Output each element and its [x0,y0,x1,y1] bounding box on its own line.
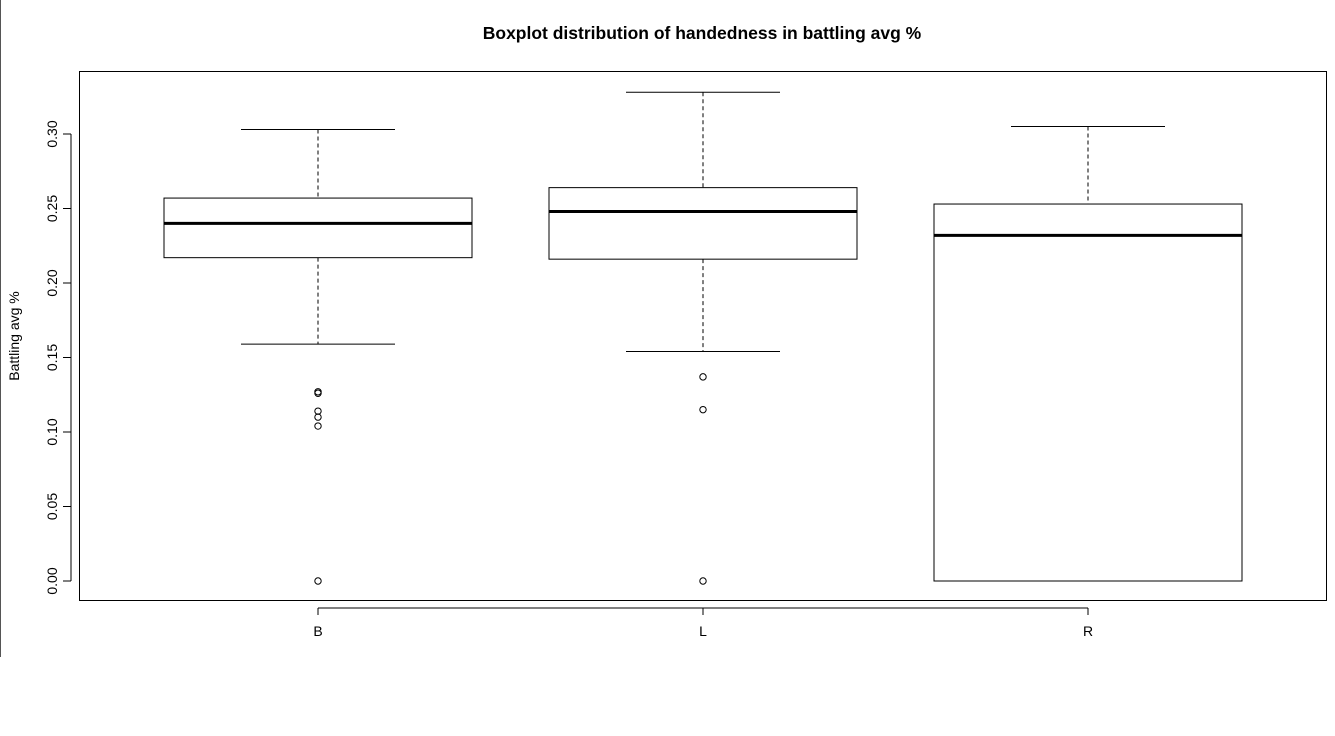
y-axis: 0.00 0.05 0.10 0.15 0.20 0.25 0.30 [44,120,72,595]
outlier-point [699,577,707,585]
y-tick-label: 0.05 [44,493,60,520]
y-tick-label: 0.15 [44,344,60,371]
outlier-point [699,405,707,414]
box-iqr [933,203,1243,582]
outlier-point [699,373,707,381]
y-tick-label: 0.30 [44,120,60,147]
y-tick-label: 0.10 [44,418,60,445]
outlier-point [314,422,322,430]
plot-frame [79,71,1327,601]
chart-title: Boxplot distribution of handedness in ba… [483,23,922,43]
box-b [163,129,473,585]
y-tick-label: 0.00 [44,567,60,594]
window-left-border [0,0,1,657]
outlier-point [314,389,322,397]
y-axis-label: Battling avg % [6,291,22,381]
box-r [933,126,1243,582]
y-tick-label: 0.25 [44,195,60,222]
box-l [548,91,858,585]
x-tick-label-b: B [313,623,322,639]
outlier-point [314,577,322,585]
outlier-point [314,413,322,421]
outlier-point [314,407,322,415]
x-tick-label-l: L [699,623,707,639]
box-iqr [548,187,858,260]
x-tick-label-r: R [1083,623,1093,639]
outlier-point [314,388,322,396]
boxes-group [163,91,1243,585]
y-tick-label: 0.20 [44,269,60,296]
box-iqr [163,197,473,259]
